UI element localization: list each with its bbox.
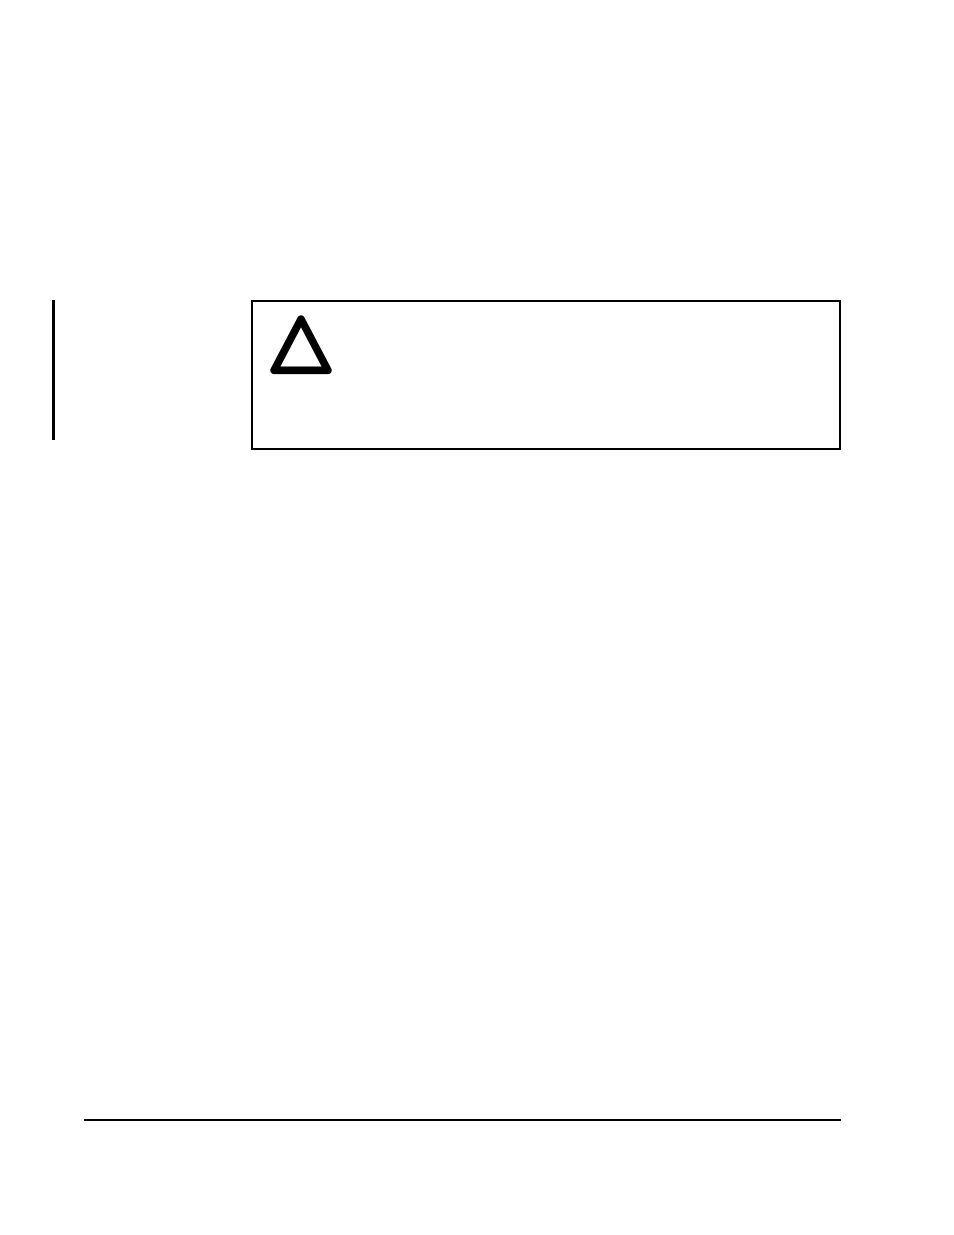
- change-bar: [52, 300, 55, 440]
- warning-triangle-icon: [269, 314, 333, 378]
- footer-rule: [84, 1119, 841, 1121]
- attention-inner: [269, 314, 821, 378]
- attention-box: [251, 300, 841, 450]
- attention-text: [347, 314, 821, 320]
- callout-row: [84, 300, 841, 450]
- page: [0, 0, 954, 1235]
- content-area: [84, 300, 841, 450]
